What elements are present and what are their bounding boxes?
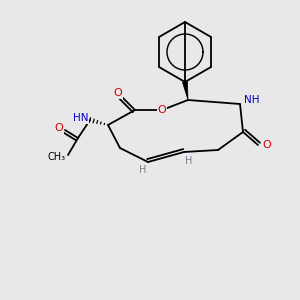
Text: CH₃: CH₃ <box>48 152 66 162</box>
Text: H: H <box>185 156 193 166</box>
Polygon shape <box>182 82 188 100</box>
Text: NH: NH <box>244 95 260 105</box>
Text: O: O <box>158 105 166 115</box>
Text: O: O <box>54 123 63 133</box>
Text: O: O <box>114 88 122 98</box>
Text: H: H <box>139 165 147 175</box>
Text: O: O <box>262 140 271 150</box>
Text: HN: HN <box>73 113 88 123</box>
